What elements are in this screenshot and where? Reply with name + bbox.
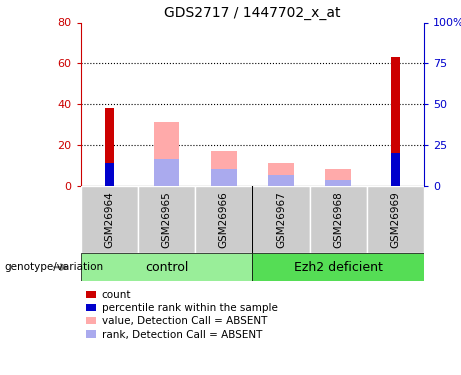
Legend: count, percentile rank within the sample, value, Detection Call = ABSENT, rank, : count, percentile rank within the sample…: [86, 290, 278, 340]
Text: GSM26967: GSM26967: [276, 191, 286, 248]
Text: GSM26965: GSM26965: [161, 191, 171, 248]
Text: GSM26966: GSM26966: [219, 191, 229, 248]
Bar: [195, 186, 252, 253]
Bar: [268, 163, 294, 186]
Bar: [367, 186, 424, 253]
Bar: [154, 159, 179, 186]
Bar: [81, 186, 138, 253]
Bar: [325, 170, 351, 186]
Bar: [268, 176, 294, 186]
Bar: [391, 57, 400, 186]
Text: Ezh2 deficient: Ezh2 deficient: [294, 261, 383, 274]
Bar: [211, 151, 236, 186]
Bar: [310, 186, 367, 253]
Bar: [105, 108, 113, 186]
Bar: [138, 186, 195, 253]
Bar: [252, 253, 424, 281]
Bar: [391, 153, 400, 186]
Bar: [81, 253, 252, 281]
Bar: [211, 170, 236, 186]
Bar: [154, 122, 179, 186]
Text: control: control: [145, 261, 188, 274]
Text: GSM26968: GSM26968: [333, 191, 343, 248]
Bar: [325, 180, 351, 186]
Text: GSM26964: GSM26964: [104, 191, 114, 248]
Bar: [252, 186, 310, 253]
Bar: [105, 163, 113, 186]
Text: genotype/variation: genotype/variation: [5, 262, 104, 272]
Text: GSM26969: GSM26969: [390, 191, 401, 248]
Title: GDS2717 / 1447702_x_at: GDS2717 / 1447702_x_at: [164, 6, 341, 20]
